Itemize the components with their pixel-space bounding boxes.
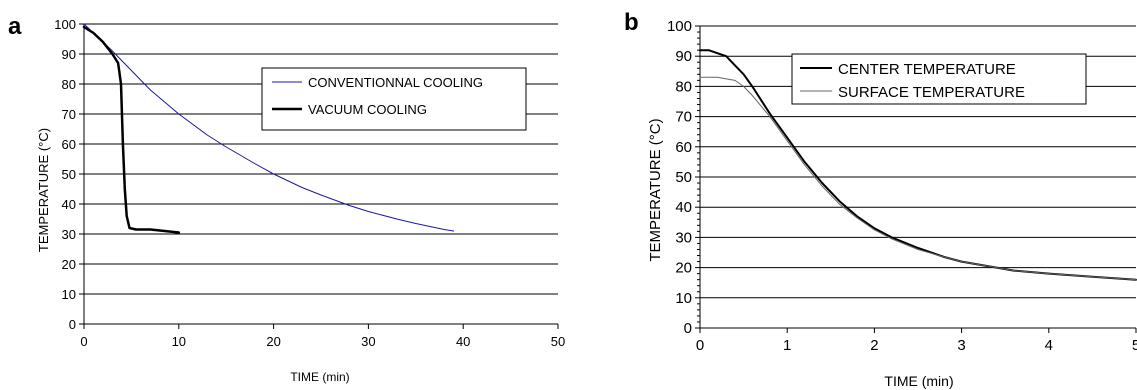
panel-a-x-tick-label: 20 (266, 334, 280, 349)
panel-a-y-axis-title: TEMPERATURE (°C) (36, 128, 51, 252)
panel-a-y-tick-label: 60 (62, 137, 76, 152)
panel-a-y-tick-label: 90 (62, 47, 76, 62)
panel-b-series-line-1 (699, 76, 1137, 281)
panel-a-axes: 0 10 20 30 40 50 60 70 80 90 100 0 10 20 30 40 50 (54, 17, 565, 349)
panel-a-y-tick-label: 40 (62, 197, 76, 212)
panel-b-x-tick-label: 5 (1132, 337, 1137, 354)
panel-b-legend-box (791, 53, 1087, 105)
panel-b-legend-label-center: CENTER TEMPERATURE (838, 61, 1016, 78)
panel-a-x-tick-label: 40 (456, 334, 470, 349)
panel-b-y-tick-label: 90 (675, 48, 692, 65)
panel-a-legend-label-conventional: CONVENTIONNAL COOLING (308, 75, 483, 90)
panel-a-x-tick-label: 0 (80, 334, 87, 349)
panel-b-label: b (624, 9, 639, 36)
panel-b-y-tick-label: 0 (684, 320, 692, 337)
panel-b-legend-label-surface: SURFACE TEMPERATURE (838, 84, 1025, 101)
panel-a-x-tick-label: 10 (172, 334, 186, 349)
panel-a-label: a (8, 13, 22, 40)
panel-a-series-line-0 (83, 23, 455, 232)
panel-a-y-tick-label: 10 (62, 287, 76, 302)
panel-b-y-tick-label: 70 (675, 109, 692, 126)
panel-b-chart: b TEMPERATURE (°C) TIME (min) 0102030405… (624, 9, 1137, 389)
panel-a-x-tick-label: 30 (361, 334, 375, 349)
panel-b-y-tick-label: 100 (667, 18, 692, 35)
panel-b-x-tick-label: 4 (1045, 337, 1053, 354)
panel-a-y-tick-label: 50 (62, 167, 76, 182)
panel-a-y-tick-label: 20 (62, 257, 76, 272)
panel-a-gridlines (84, 23, 558, 295)
panel-a-y-tick-label: 0 (69, 317, 76, 332)
panel-b-y-tick-label: 40 (675, 199, 692, 216)
panel-b-x-tick-label: 2 (870, 337, 878, 354)
panel-b-series (699, 49, 1137, 281)
panel-a-legend: CONVENTIONNAL COOLING VACUUM COOLING (261, 67, 527, 131)
panel-a-y-tick-label: 100 (54, 17, 76, 32)
panel-b-x-tick-label: 3 (957, 337, 965, 354)
panel-a-series-line-1 (82, 25, 181, 234)
panel-b-x-axis-title: TIME (min) (884, 373, 953, 389)
panel-a-legend-box (261, 67, 527, 131)
panel-b-y-tick-label: 20 (675, 260, 692, 277)
panel-b-x-tick-label: 0 (696, 337, 704, 354)
panel-b-x-tick-label: 1 (783, 337, 791, 354)
panel-b-legend: CENTER TEMPERATURE SURFACE TEMPERATURE (791, 53, 1087, 105)
panel-a-y-tick-label: 70 (62, 107, 76, 122)
panel-b-y-tick-label: 80 (675, 78, 692, 95)
panel-b-y-tick-label: 30 (675, 229, 692, 246)
panel-a-x-axis-title: TIME (min) (290, 370, 349, 384)
panel-a-chart: a TEMPERATURE (°C) TIME (min) 0 10 20 30 40 5… (8, 13, 565, 384)
panel-a-x-tick-label: 50 (551, 334, 565, 349)
panel-a-series (82, 23, 455, 234)
panel-a-legend-label-vacuum: VACUUM COOLING (308, 102, 427, 117)
panel-b-axes: 0 10 20 30 40 50 60 70 80 90 100 0 1 2 3 4 5 (667, 18, 1137, 354)
panel-b-y-tick-label: 10 (675, 290, 692, 307)
panel-a-y-tick-label: 30 (62, 227, 76, 242)
panel-b-y-tick-label: 60 (675, 139, 692, 156)
panel-b-y-axis-title: TEMPERATURE (°C) (647, 118, 664, 261)
panel-b-y-tick-label: 50 (675, 169, 692, 186)
panel-a-y-tick-label: 80 (62, 77, 76, 92)
